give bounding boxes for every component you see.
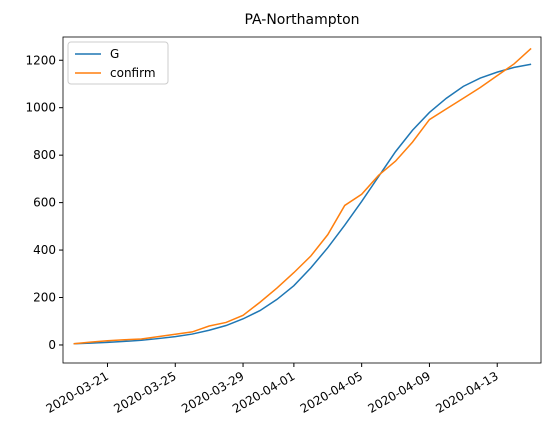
- series-line: [73, 47, 532, 345]
- y-tick-label: 200: [33, 291, 56, 305]
- y-tick-label: 1000: [25, 101, 56, 115]
- y-tick-label: 600: [33, 196, 56, 210]
- series-line: [73, 63, 532, 345]
- x-tick-label: 2020-03-25: [111, 369, 178, 416]
- legend-label: confirm: [110, 66, 156, 80]
- x-tick-label: 2020-04-05: [298, 369, 365, 416]
- y-tick-label: 0: [48, 338, 56, 352]
- x-tick-label: 2020-04-09: [366, 369, 433, 416]
- plot-frame: [62, 36, 542, 364]
- x-tick-label: 2020-03-21: [44, 369, 111, 416]
- chart-title: PA-Northampton: [244, 12, 359, 28]
- x-tick-label: 2020-04-13: [433, 369, 500, 416]
- legend-label: G: [110, 47, 119, 61]
- y-tick-label: 1200: [25, 53, 56, 67]
- y-tick-label: 400: [33, 243, 56, 257]
- y-tick-label: 800: [33, 148, 56, 162]
